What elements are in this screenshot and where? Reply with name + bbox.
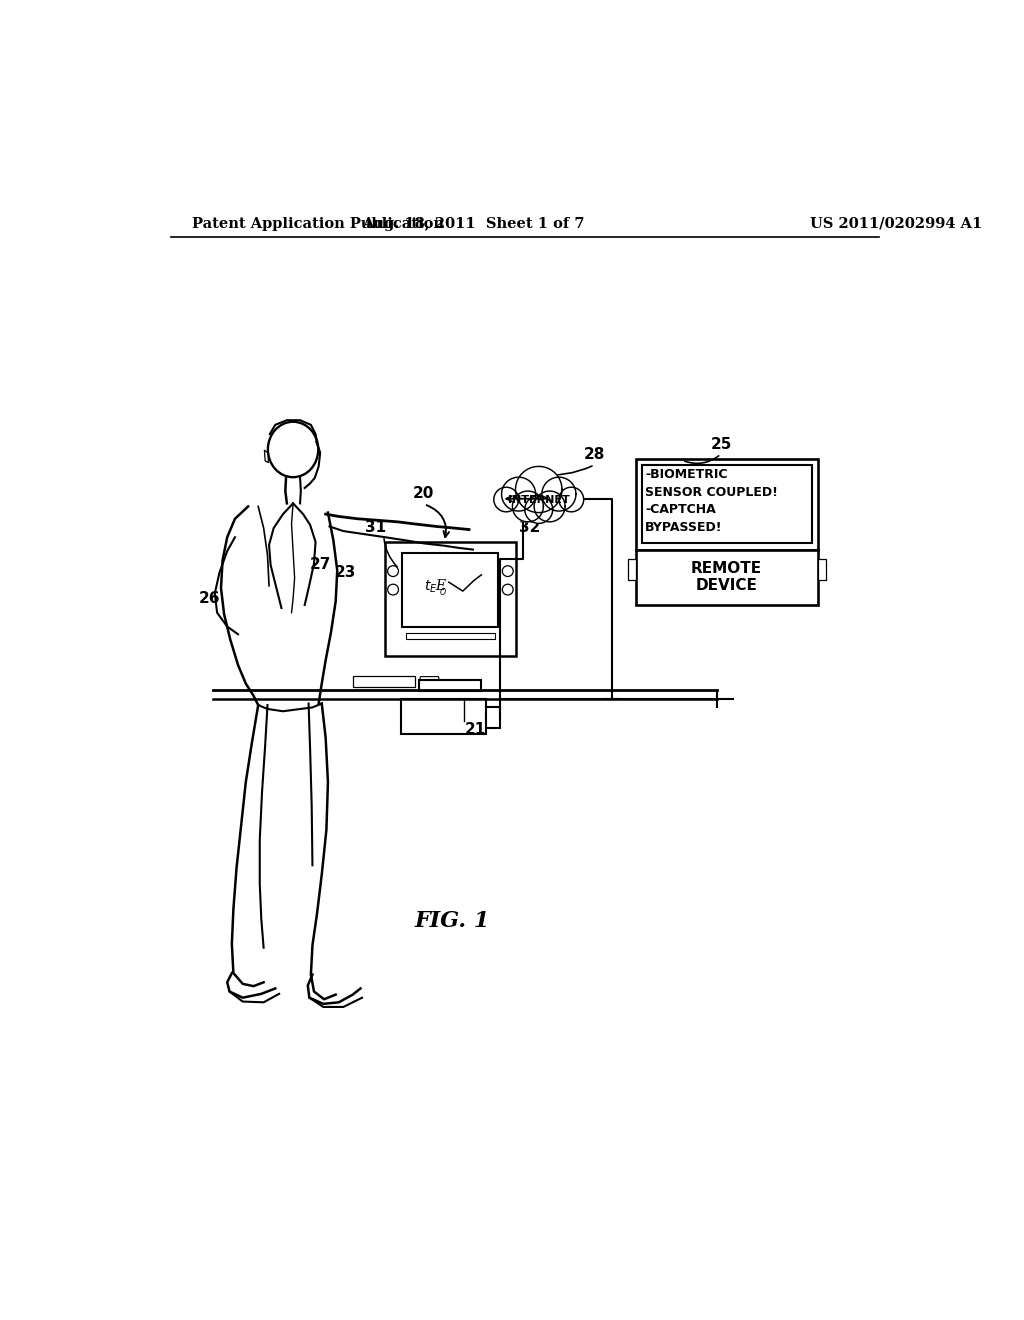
FancyBboxPatch shape (385, 543, 515, 656)
FancyBboxPatch shape (407, 632, 495, 639)
FancyBboxPatch shape (628, 558, 636, 581)
Text: REMOTE
DEVICE: REMOTE DEVICE (691, 561, 762, 594)
Text: 20: 20 (414, 486, 434, 500)
FancyBboxPatch shape (400, 700, 486, 734)
Text: 31: 31 (366, 520, 387, 536)
Polygon shape (515, 466, 562, 512)
Polygon shape (502, 478, 536, 511)
Polygon shape (512, 491, 544, 521)
Text: $t_E$E: $t_E$E (424, 577, 447, 594)
Text: 21: 21 (465, 722, 486, 738)
FancyBboxPatch shape (486, 706, 500, 729)
Text: 32: 32 (518, 520, 540, 536)
Polygon shape (525, 496, 553, 523)
Polygon shape (535, 491, 565, 521)
Text: -BIOMETRIC
SENSOR COUPLED!
-CAPTCHA
BYPASSED!: -BIOMETRIC SENSOR COUPLED! -CAPTCHA BYPA… (645, 469, 778, 533)
Text: US 2011/0202994 A1: US 2011/0202994 A1 (810, 216, 982, 231)
Polygon shape (559, 487, 584, 512)
Text: 28: 28 (584, 447, 605, 462)
Polygon shape (494, 487, 518, 512)
Polygon shape (542, 478, 575, 511)
FancyBboxPatch shape (636, 549, 818, 605)
Text: Patent Application Publication: Patent Application Publication (191, 216, 443, 231)
FancyBboxPatch shape (420, 677, 438, 688)
FancyBboxPatch shape (352, 676, 415, 686)
Text: 27: 27 (309, 557, 331, 573)
FancyBboxPatch shape (402, 553, 499, 627)
Text: 25: 25 (711, 437, 732, 453)
FancyBboxPatch shape (420, 681, 481, 692)
FancyBboxPatch shape (818, 558, 825, 581)
Text: 23: 23 (334, 565, 355, 581)
FancyBboxPatch shape (642, 465, 812, 544)
FancyBboxPatch shape (636, 459, 818, 549)
Text: 26: 26 (199, 591, 220, 606)
Text: Aug. 18, 2011  Sheet 1 of 7: Aug. 18, 2011 Sheet 1 of 7 (361, 216, 584, 231)
Text: FIG. 1: FIG. 1 (415, 909, 489, 932)
Text: INTERNET: INTERNET (508, 495, 569, 504)
Text: $_O$: $_O$ (438, 587, 446, 599)
